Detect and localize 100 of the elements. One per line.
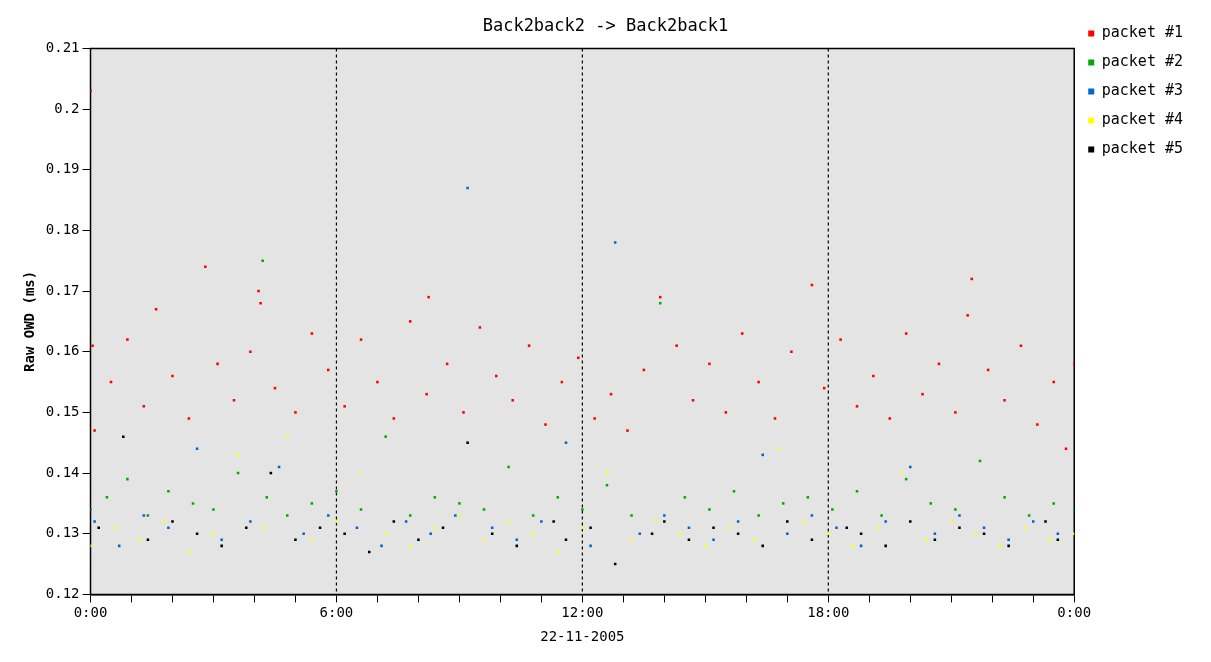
point bbox=[384, 435, 387, 438]
point bbox=[392, 520, 396, 523]
y-axis-title: Raw OWD (ms) bbox=[21, 270, 38, 372]
point bbox=[806, 496, 810, 499]
x-tick-label: 6:00 bbox=[319, 604, 354, 621]
point bbox=[1048, 538, 1051, 542]
point bbox=[999, 544, 1002, 548]
point bbox=[249, 520, 252, 523]
point bbox=[909, 465, 912, 469]
point bbox=[507, 465, 510, 469]
point bbox=[212, 532, 215, 536]
point bbox=[220, 544, 223, 548]
point bbox=[195, 532, 199, 536]
point bbox=[167, 489, 170, 493]
x-tick-label: 0:00 bbox=[1057, 604, 1092, 621]
point bbox=[245, 526, 248, 529]
point bbox=[581, 508, 584, 511]
point bbox=[1056, 532, 1060, 536]
point bbox=[589, 526, 592, 529]
point bbox=[212, 508, 215, 511]
y-tick-label: 0.17 bbox=[45, 281, 80, 298]
point bbox=[531, 532, 535, 536]
y-tick-label: 0.16 bbox=[45, 342, 80, 359]
point bbox=[650, 532, 654, 536]
point bbox=[736, 532, 740, 536]
point bbox=[958, 526, 961, 529]
point bbox=[1023, 526, 1027, 529]
point bbox=[884, 544, 887, 548]
x-tick-label: 12:00 bbox=[561, 604, 604, 621]
point bbox=[556, 496, 560, 499]
point bbox=[466, 186, 469, 190]
point bbox=[982, 526, 986, 529]
point bbox=[1072, 508, 1075, 511]
point bbox=[757, 514, 760, 517]
point bbox=[589, 544, 592, 548]
point bbox=[261, 526, 264, 529]
point bbox=[658, 301, 662, 305]
y-tick-label: 0.2 bbox=[54, 99, 80, 116]
y-tick-label: 0.18 bbox=[45, 221, 80, 238]
point bbox=[712, 526, 715, 529]
point bbox=[564, 441, 568, 445]
y-tick-label: 0.12 bbox=[45, 585, 80, 602]
chart-title: Back2back2 -> Back2back1 bbox=[482, 14, 729, 35]
point bbox=[146, 514, 150, 517]
point bbox=[343, 532, 346, 536]
point bbox=[310, 502, 314, 505]
point bbox=[1072, 532, 1075, 536]
point bbox=[507, 520, 510, 523]
point bbox=[880, 514, 883, 517]
point bbox=[171, 520, 174, 523]
point bbox=[163, 520, 166, 523]
point bbox=[97, 526, 100, 529]
point bbox=[786, 532, 789, 536]
point bbox=[654, 520, 658, 523]
y-tick-label: 0.13 bbox=[45, 524, 80, 541]
point bbox=[663, 520, 666, 523]
legend-label: packet #2 bbox=[1101, 52, 1183, 71]
point bbox=[490, 532, 494, 536]
point bbox=[540, 520, 543, 523]
point bbox=[974, 532, 978, 536]
point bbox=[441, 526, 445, 529]
point bbox=[220, 538, 223, 542]
point bbox=[613, 241, 617, 244]
point bbox=[429, 532, 432, 536]
point bbox=[761, 544, 764, 548]
legend-label: packet #5 bbox=[1101, 139, 1183, 158]
point bbox=[285, 435, 289, 438]
point bbox=[835, 526, 838, 529]
point bbox=[708, 508, 711, 511]
point bbox=[142, 514, 146, 517]
point bbox=[417, 538, 420, 542]
point bbox=[859, 532, 863, 536]
point bbox=[122, 435, 125, 438]
point bbox=[810, 514, 814, 517]
point bbox=[909, 520, 912, 523]
point bbox=[781, 502, 785, 505]
point bbox=[367, 550, 371, 554]
point bbox=[630, 538, 633, 542]
point bbox=[384, 532, 387, 536]
point bbox=[683, 496, 687, 499]
point bbox=[663, 514, 666, 517]
point bbox=[302, 532, 305, 536]
point bbox=[925, 538, 928, 542]
point bbox=[433, 526, 437, 529]
point bbox=[845, 526, 849, 529]
point bbox=[531, 514, 535, 517]
point bbox=[294, 538, 297, 542]
point bbox=[884, 520, 887, 523]
point bbox=[954, 508, 957, 511]
legend-label: packet #3 bbox=[1101, 81, 1183, 100]
y-tick-label: 0.21 bbox=[45, 39, 80, 56]
y-tick-label: 0.14 bbox=[45, 463, 80, 480]
point bbox=[433, 496, 437, 499]
point bbox=[581, 526, 584, 529]
point bbox=[93, 520, 96, 523]
point bbox=[265, 496, 269, 499]
point bbox=[736, 520, 740, 523]
point bbox=[458, 514, 461, 517]
point bbox=[359, 508, 363, 511]
point bbox=[380, 544, 383, 548]
